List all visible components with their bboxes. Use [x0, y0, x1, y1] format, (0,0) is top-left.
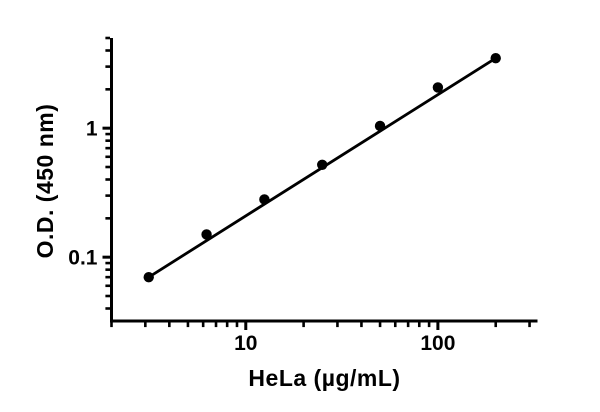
plot-layer: 10 100 0.1 1: [68, 36, 538, 355]
data-point: [317, 159, 328, 171]
data-point: [432, 82, 444, 93]
data-point: [143, 271, 154, 283]
y-tick-label: 1: [86, 117, 98, 140]
x-axis-title: HeLa (µg/mL): [248, 365, 400, 391]
y-tick-label: 0.1: [68, 246, 98, 269]
x-tick-label: 100: [420, 332, 455, 355]
data-point: [259, 194, 270, 205]
y-axis-title: O.D. (450 nm): [32, 104, 58, 259]
data-point: [201, 229, 212, 240]
data-point: [374, 120, 386, 132]
data-point: [490, 52, 501, 64]
x-tick-label: 10: [234, 332, 257, 355]
